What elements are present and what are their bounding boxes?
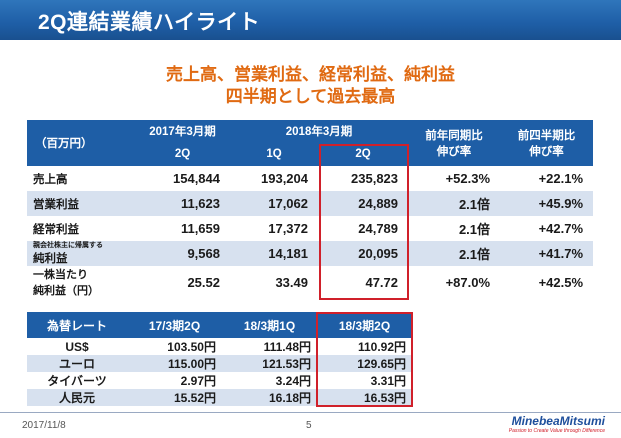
footer-date: 2017/11/8 <box>22 420 66 431</box>
table-row: 一株当たり 純利益（円） 25.52 33.49 47.72 +87.0% +4… <box>27 266 594 298</box>
headline-line-1: 売上高、営業利益、経常利益、純利益 <box>166 65 455 84</box>
cell-qoq: +45.9% <box>500 191 594 216</box>
col-2017-2q: 2Q <box>135 142 230 166</box>
cell-yoy: 2.1倍 <box>408 241 501 266</box>
logo-wordmark: MinebeaMitsumi <box>511 414 605 428</box>
cell-yoy: 2.1倍 <box>408 191 501 216</box>
fx-cell: 121.53円 <box>222 355 317 372</box>
table-row: 売上高 154,844 193,204 235,823 +52.3% +22.1… <box>27 166 594 191</box>
cell-2017-2q: 11,659 <box>135 216 230 241</box>
table-row: US$ 103.50円 111.48円 110.92円 <box>27 338 412 355</box>
table-row: 経常利益 11,659 17,372 24,789 2.1倍 +42.7% <box>27 216 594 241</box>
row-label: 経常利益 <box>27 216 135 241</box>
fy2018-header: 2018年3月期 <box>230 120 409 142</box>
fx-cell: 3.24円 <box>222 372 317 389</box>
headline-line-2: 四半期として過去最高 <box>225 87 396 106</box>
cell-qoq: +42.7% <box>500 216 594 241</box>
cell-yoy: +52.3% <box>408 166 501 191</box>
cell-yoy: 2.1倍 <box>408 216 501 241</box>
table-row: 人民元 15.52円 16.18円 16.53円 <box>27 389 412 406</box>
row-label-cell: 親会社株主に帰属する 純利益 <box>27 241 135 266</box>
cell-2017-2q: 25.52 <box>135 266 230 298</box>
row-label: 営業利益 <box>27 191 135 216</box>
row-label-prefix: 一株当たり <box>33 269 88 281</box>
fx-cell: 16.53円 <box>317 389 412 406</box>
title-bar: 2Q連結業績ハイライト <box>0 0 621 40</box>
fx-cell: 3.31円 <box>317 372 412 389</box>
page-number: 5 <box>306 420 312 431</box>
fx-cell: 111.48円 <box>222 338 317 355</box>
row-label: 売上高 <box>27 166 135 191</box>
cell-yoy: +87.0% <box>408 266 501 298</box>
cell-2018-1q: 17,372 <box>230 216 318 241</box>
fx-header-18-1q: 18/3期1Q <box>222 312 317 338</box>
fx-cell: 103.50円 <box>127 338 222 355</box>
fx-cell: 2.97円 <box>127 372 222 389</box>
currency-label: タイバーツ <box>27 372 127 389</box>
cell-2018-2q: 47.72 <box>318 266 409 298</box>
cell-2017-2q: 11,623 <box>135 191 230 216</box>
fx-header-18-2q: 18/3期2Q <box>317 312 412 338</box>
company-logo: MinebeaMitsumi Passion to Create Value t… <box>509 414 605 434</box>
fy2017-header: 2017年3月期 <box>135 120 230 142</box>
fx-header-label: 為替レート <box>27 312 127 338</box>
qoq-header-line2: 伸び率 <box>529 146 564 158</box>
cell-2018-2q: 235,823 <box>318 166 409 191</box>
table-row: 営業利益 11,623 17,062 24,889 2.1倍 +45.9% <box>27 191 594 216</box>
col-2018-1q: 1Q <box>230 142 318 166</box>
logo-tagline: Passion to Create Value through Differen… <box>508 428 605 434</box>
row-label: 純利益 <box>33 252 68 265</box>
yoy-header-line2: 伸び率 <box>436 146 472 158</box>
row-label-cell: 一株当たり 純利益（円） <box>27 266 135 298</box>
row-label-prefix: 親会社株主に帰属する <box>33 241 103 249</box>
col-2018-2q: 2Q <box>318 142 409 166</box>
fx-cell: 115.00円 <box>127 355 222 372</box>
currency-label: US$ <box>27 338 127 355</box>
cell-2018-1q: 193,204 <box>230 166 318 191</box>
slide-title: 2Q連結業績ハイライト <box>38 11 261 34</box>
qoq-header: 前四半期比 伸び率 <box>500 120 594 166</box>
fx-cell: 16.18円 <box>222 389 317 406</box>
cell-2018-2q: 20,095 <box>318 241 409 266</box>
fx-table: 為替レート 17/3期2Q 18/3期1Q 18/3期2Q US$ 103.50… <box>27 312 412 406</box>
results-table: （百万円） 2017年3月期 2018年3月期 前年同期比 伸び率 前四半期比 … <box>27 120 594 298</box>
table-row: 親会社株主に帰属する 純利益 9,568 14,181 20,095 2.1倍 … <box>27 241 594 266</box>
qoq-header-line1: 前四半期比 <box>517 130 576 142</box>
cell-2018-2q: 24,889 <box>318 191 409 216</box>
cell-2017-2q: 9,568 <box>135 241 230 266</box>
cell-2017-2q: 154,844 <box>135 166 230 191</box>
cell-2018-2q: 24,789 <box>318 216 409 241</box>
cell-2018-1q: 17,062 <box>230 191 318 216</box>
fx-cell: 15.52円 <box>127 389 222 406</box>
fx-cell: 129.65円 <box>317 355 412 372</box>
fx-cell: 110.92円 <box>317 338 412 355</box>
row-label: 純利益（円） <box>33 285 99 297</box>
yoy-header-line1: 前年同期比 <box>425 130 483 142</box>
currency-label: 人民元 <box>27 389 127 406</box>
currency-label: ユーロ <box>27 355 127 372</box>
cell-qoq: +22.1% <box>500 166 594 191</box>
table-row: ユーロ 115.00円 121.53円 129.65円 <box>27 355 412 372</box>
cell-qoq: +42.5% <box>500 266 594 298</box>
unit-label: （百万円） <box>27 120 135 166</box>
table-row: タイバーツ 2.97円 3.24円 3.31円 <box>27 372 412 389</box>
yoy-header: 前年同期比 伸び率 <box>408 120 501 166</box>
cell-qoq: +41.7% <box>500 241 594 266</box>
cell-2018-1q: 33.49 <box>230 266 318 298</box>
footer-divider <box>0 412 621 413</box>
fx-header-17-2q: 17/3期2Q <box>127 312 222 338</box>
cell-2018-1q: 14,181 <box>230 241 318 266</box>
